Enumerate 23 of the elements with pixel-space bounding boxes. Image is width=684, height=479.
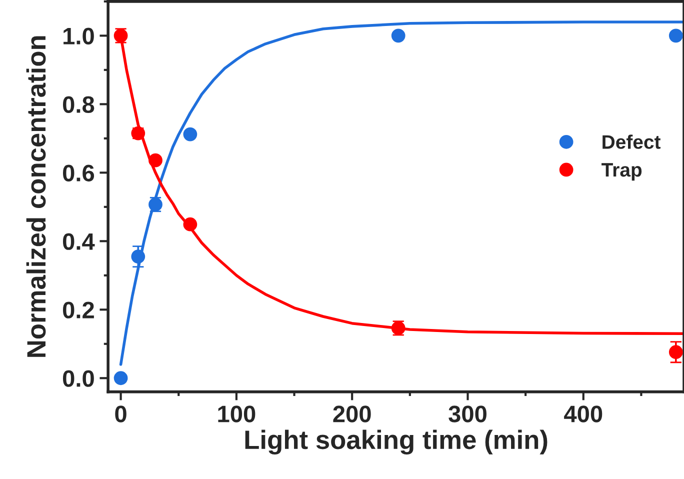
y-tick-label: 0.0	[62, 370, 94, 387]
point	[668, 345, 683, 360]
y-tick-label: 0.8	[62, 96, 94, 113]
point	[668, 28, 683, 43]
y-tick-label: 0.4	[62, 233, 95, 250]
y-tick-label: 1.0	[64, 28, 94, 44]
x-tick-label: 200	[333, 406, 371, 422]
y-axis-title: Normalized concentration	[26, 36, 46, 357]
point	[183, 127, 198, 142]
point	[183, 217, 198, 232]
y-tick-label: 0.2	[62, 302, 94, 318]
x-tick-label: 0	[115, 406, 126, 422]
point	[131, 250, 146, 264]
x-tick-label: 400	[564, 406, 602, 422]
legend-label: Trap	[602, 163, 642, 181]
point	[148, 153, 162, 168]
legend-label: Defect	[602, 134, 661, 149]
x-tick-label: 300	[448, 406, 486, 422]
point	[114, 371, 128, 386]
y-tick-label: 0.6	[62, 164, 94, 182]
x-tick-label: 100	[218, 406, 256, 422]
x-axis-title: Light soaking time (min)	[245, 430, 548, 455]
point	[391, 28, 406, 43]
